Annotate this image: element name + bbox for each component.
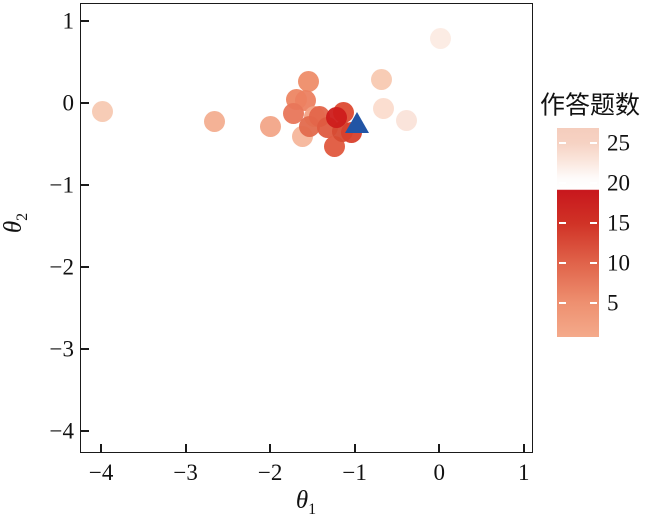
colorbar xyxy=(557,128,599,337)
y-axis-label-symbol: θ xyxy=(0,220,27,234)
scatter-point xyxy=(297,70,319,92)
scatter-point xyxy=(259,115,281,137)
colorbar-tick-dash xyxy=(590,221,597,225)
y-axis-tick xyxy=(81,20,89,22)
y-axis-tick-label: 1 xyxy=(62,8,75,34)
x-axis-tick-label: −4 xyxy=(88,460,114,485)
plot-area xyxy=(80,3,533,453)
scatter-point xyxy=(370,68,392,90)
scatter-point xyxy=(283,103,305,125)
y-axis-tick-label: −3 xyxy=(49,336,74,362)
colorbar-tick-label: 10 xyxy=(607,250,630,276)
x-axis-tick xyxy=(438,444,441,452)
x-axis-tick-label: −1 xyxy=(342,460,367,485)
scatter-point xyxy=(395,109,417,131)
colorbar-tick-label: 15 xyxy=(607,210,630,236)
colorbar-tick-label: 25 xyxy=(607,130,630,156)
x-axis-tick xyxy=(184,444,187,452)
x-axis-label-subscript: 1 xyxy=(308,501,317,518)
colorbar-tick-dash xyxy=(590,141,597,145)
y-axis-tick-label: −1 xyxy=(49,172,74,198)
x-axis-tick xyxy=(100,444,103,452)
x-axis-tick-label: −2 xyxy=(257,460,283,485)
y-axis-tick xyxy=(81,266,89,268)
y-axis-tick xyxy=(81,184,89,186)
colorbar-gradient xyxy=(557,128,599,337)
colorbar-tick-dash xyxy=(590,261,597,265)
colorbar-tick-label: 20 xyxy=(607,170,630,196)
x-axis-label-symbol: θ xyxy=(295,487,309,514)
colorbar-tick-dash xyxy=(590,301,597,305)
scatter-point xyxy=(429,27,451,49)
x-axis-tick xyxy=(353,444,356,452)
x-axis-tick-label: 0 xyxy=(433,460,445,485)
scatter-point xyxy=(373,98,395,120)
y-axis-tick xyxy=(81,348,89,350)
y-axis-label: θ2 xyxy=(0,213,32,233)
y-axis-tick-label: −2 xyxy=(49,254,74,280)
colorbar-title: 作答题数 xyxy=(539,92,641,120)
colorbar-tick-dash xyxy=(559,261,566,265)
y-axis-tick xyxy=(81,102,89,104)
x-axis-label: θ1 xyxy=(296,487,316,518)
x-axis-tick-label: −3 xyxy=(173,460,198,485)
y-axis-tick xyxy=(81,430,89,432)
scatter-point xyxy=(325,107,347,129)
highlight-triangle-marker xyxy=(345,112,370,134)
x-axis-tick xyxy=(269,444,272,452)
scatter-point xyxy=(91,100,113,122)
colorbar-tick-dash xyxy=(559,301,566,305)
scatter-point xyxy=(204,110,226,132)
y-axis-tick-label: −4 xyxy=(49,418,74,444)
y-axis-tick-label: 0 xyxy=(62,90,75,116)
y-axis-label-subscript: 2 xyxy=(14,212,31,221)
colorbar-tick-dash xyxy=(559,141,566,145)
colorbar-tick-dash xyxy=(559,181,566,185)
x-axis-tick-label: 1 xyxy=(517,460,530,485)
x-axis-tick xyxy=(523,444,525,452)
colorbar-tick-dash xyxy=(590,181,597,185)
colorbar-tick-dash xyxy=(559,221,566,225)
colorbar-tick-label: 5 xyxy=(607,290,619,316)
